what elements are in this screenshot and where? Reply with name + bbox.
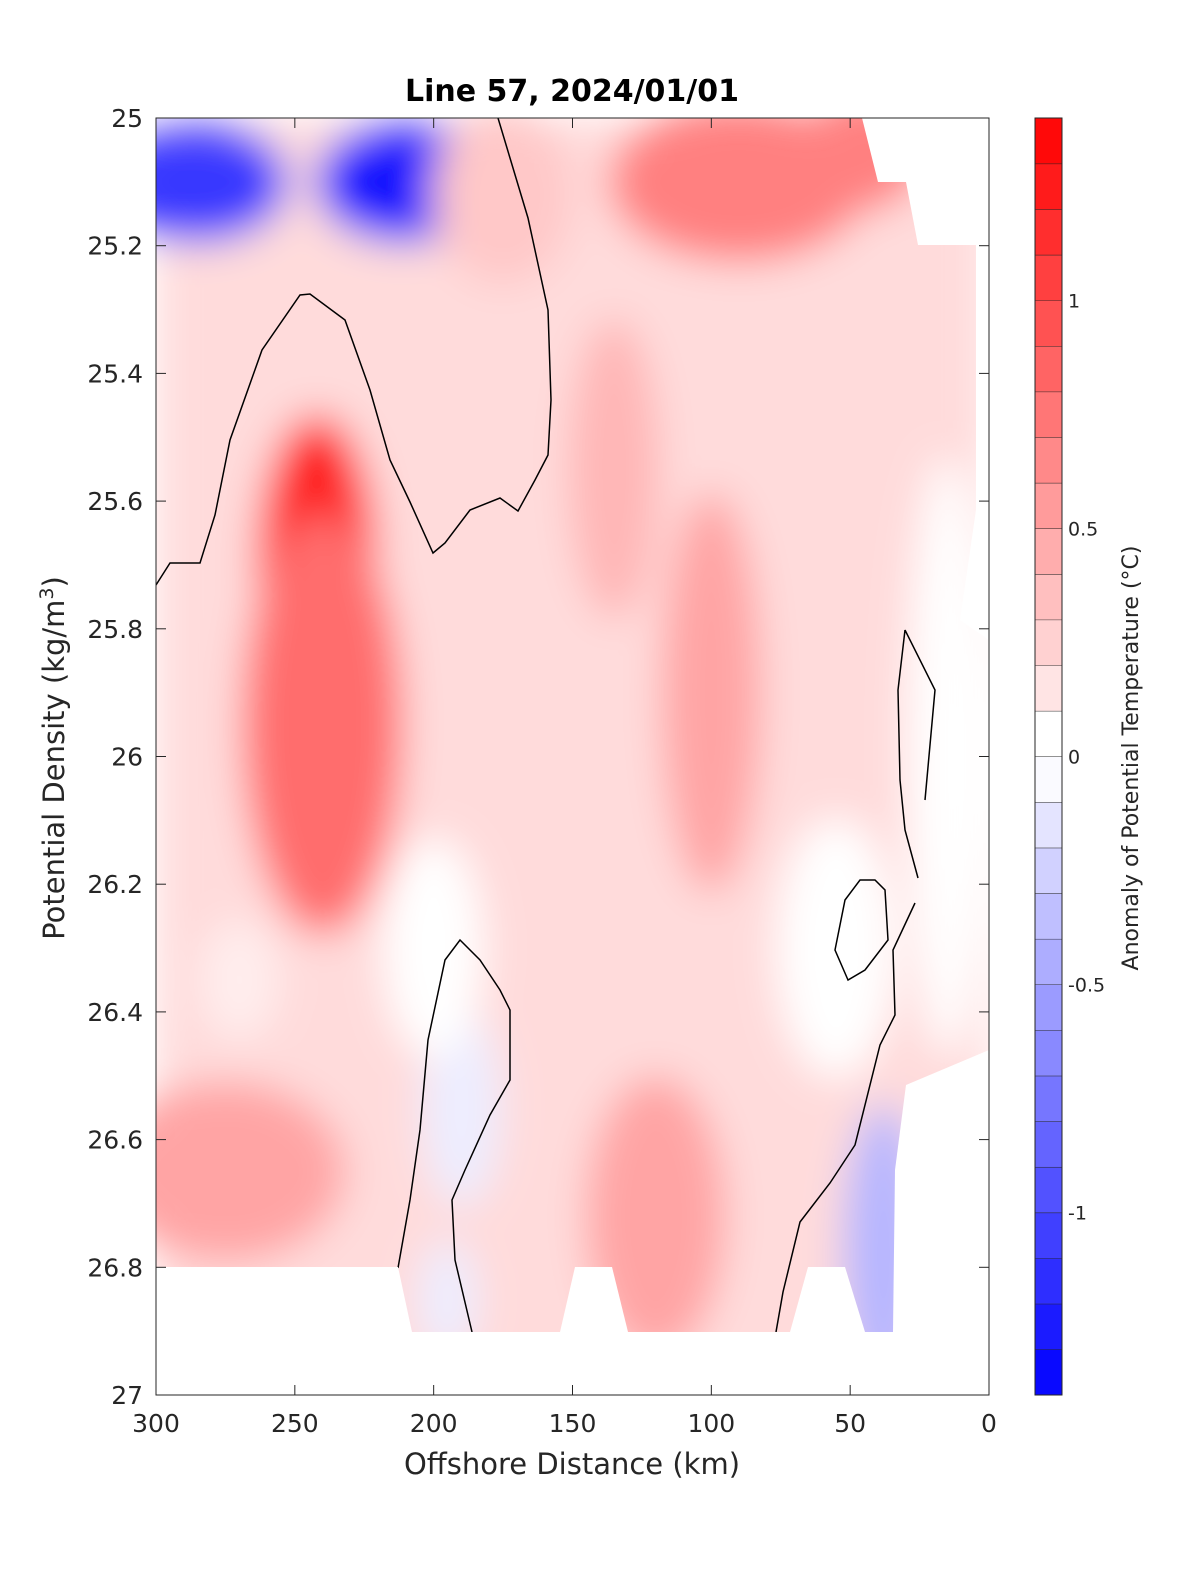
y-axis-label-close: ) (37, 576, 71, 587)
field-feature (585, 1076, 726, 1357)
y-axis: 25 25.2 25.4 25.6 25.8 26 26.2 26.4 26.6 26.8 27 (87, 104, 989, 1410)
no-data-region (560, 1267, 628, 1332)
colorbar-frame (1034, 117, 1063, 1396)
colorbar-tick-label: -0.5 (1068, 975, 1105, 997)
x-tick-label: 300 (132, 1409, 180, 1438)
colorbar-block (1035, 1212, 1062, 1259)
colorbar-block (1035, 756, 1062, 803)
zero-contours (156, 118, 936, 1333)
y-tick-label: 26.4 (87, 998, 143, 1027)
colorbar-block (1035, 528, 1062, 575)
colorbar-tick-label: 1 (1068, 290, 1080, 312)
chart-title: Line 57, 2024/01/01 (405, 74, 739, 109)
colorbar-label: Anomaly of Potential Temperature (°C) (1119, 546, 1144, 971)
colorbar-block (1035, 574, 1062, 620)
colorbar-block (1035, 1349, 1062, 1395)
field-feature (156, 1081, 346, 1262)
y-tick-label: 25.8 (87, 615, 143, 644)
field-feature (199, 919, 280, 1040)
x-axis-label: Offshore Distance (km) (404, 1447, 740, 1481)
field-feature (421, 1007, 502, 1208)
colorbar-tick-label: 0.5 (1068, 518, 1098, 540)
colorbar-block (1035, 1121, 1062, 1167)
colorbar-block (1035, 1258, 1062, 1304)
colorbar-block (1035, 300, 1062, 347)
y-tick-label: 26.2 (87, 870, 143, 899)
colorbar-block (1035, 209, 1062, 255)
field-feature (569, 319, 660, 620)
zero-contour-line (897, 629, 919, 879)
y-tick-label: 26.8 (87, 1253, 143, 1282)
y-tick-label: 26 (111, 743, 143, 772)
y-tick-label: 26.6 (87, 1126, 143, 1155)
colorbar-block (1035, 1303, 1062, 1350)
zero-contour-line (834, 879, 889, 982)
x-tick-label: 100 (687, 1409, 735, 1438)
y-tick-label: 25.4 (87, 359, 143, 388)
zero-contour-line (156, 118, 552, 586)
colorbar-block (1035, 118, 1062, 164)
colorbar-block (1035, 1030, 1062, 1076)
colorbar-block (1035, 1075, 1062, 1122)
colorbar-block (1035, 938, 1062, 985)
colorbar-tick-label: 0 (1068, 747, 1080, 769)
colorbar-block (1035, 346, 1062, 392)
field-feature (609, 118, 870, 262)
field-feature (433, 118, 574, 285)
no-data-mask (156, 118, 989, 1395)
colorbar-ticks: -1 -0.5 0 0.5 1 (1068, 290, 1105, 1224)
colorbar-block (1035, 984, 1062, 1031)
y-axis-label-superscript: 3 (36, 587, 58, 599)
field-feature (156, 121, 288, 242)
colorbar-block (1035, 437, 1062, 483)
y-tick-label: 27 (111, 1381, 143, 1410)
x-tick-label: 250 (271, 1409, 319, 1438)
colorbar-block (1035, 482, 1062, 529)
field-feature (776, 818, 897, 1079)
colorbar-blocks (1035, 117, 1062, 1395)
zero-contour-line (904, 629, 936, 801)
field-feature (661, 492, 762, 893)
colorbar-block (1035, 163, 1062, 210)
zero-contour-line (775, 902, 916, 1333)
y-tick-label: 25.6 (87, 487, 143, 516)
x-axis: 300 250 200 150 100 50 0 (132, 118, 997, 1438)
colorbar-block (1035, 710, 1062, 757)
field-feature (383, 838, 484, 1059)
zero-contour-line (397, 938, 511, 1333)
x-tick-label: 150 (549, 1409, 597, 1438)
colorbar-block (1035, 1166, 1062, 1213)
colorbar-block (1035, 847, 1062, 894)
colorbar-tick-label: -1 (1068, 1203, 1087, 1225)
x-tick-label: 50 (834, 1409, 866, 1438)
anomaly-field (156, 118, 989, 1395)
colorbar-block (1035, 802, 1062, 848)
y-tick-label: 25 (111, 104, 143, 133)
colorbar-block (1035, 391, 1062, 438)
no-data-region (862, 118, 989, 640)
field-feature (242, 514, 403, 935)
x-tick-label: 0 (981, 1409, 997, 1438)
x-tick-label: 200 (410, 1409, 458, 1438)
plot-area (155, 117, 990, 1396)
no-data-region (156, 1267, 989, 1395)
colorbar-block (1035, 893, 1062, 939)
field-feature (417, 1239, 478, 1360)
y-tick-label: 25.2 (87, 232, 143, 261)
colorbar: -1 -0.5 0 0.5 1 Anomaly of Potential Tempera… (1034, 117, 1144, 1396)
colorbar-block (1035, 665, 1062, 711)
no-data-region (893, 1050, 989, 1395)
no-data-region (790, 1267, 865, 1332)
y-axis-label-main: Potential Density (kg/m (37, 600, 71, 940)
colorbar-block (1035, 254, 1062, 301)
colorbar-block (1035, 619, 1062, 666)
y-axis-label: Potential Density (kg/m3) (36, 576, 71, 940)
